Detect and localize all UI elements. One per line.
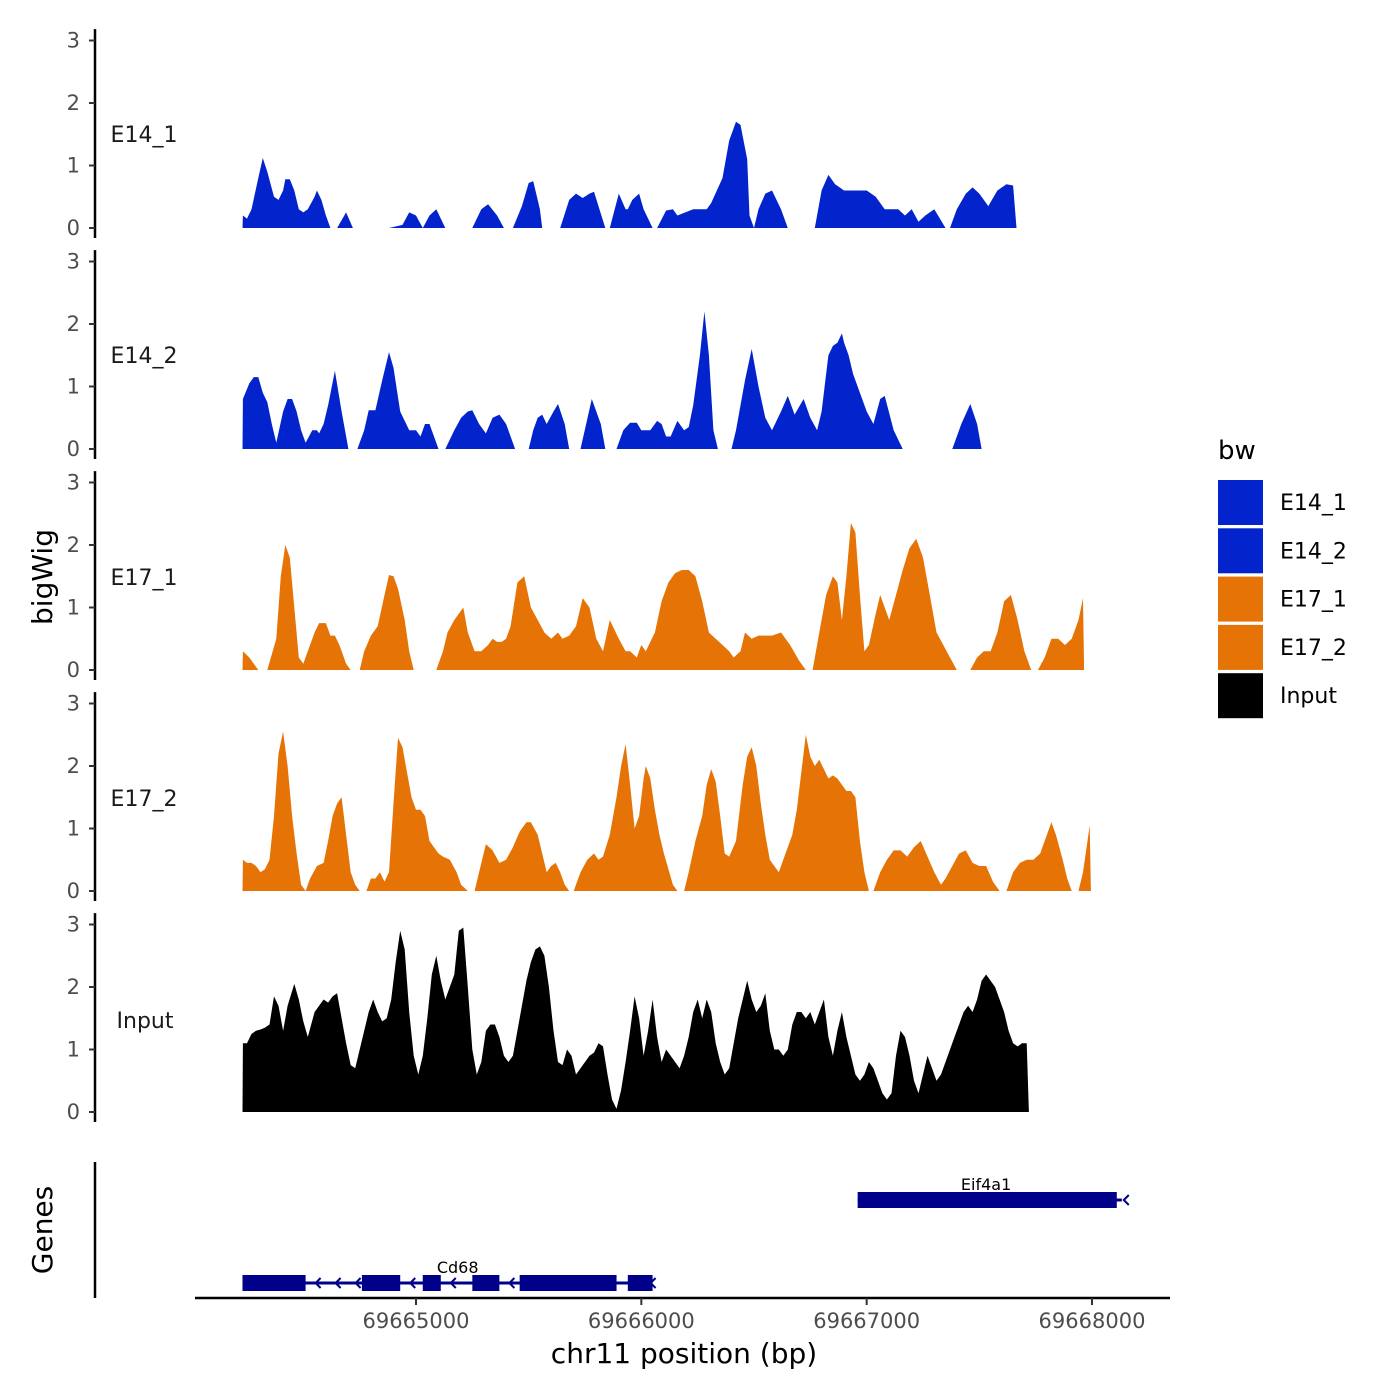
gene-label: Cd68	[437, 1258, 479, 1277]
y-tick-label: 1	[67, 375, 80, 399]
strand-arrow	[449, 1277, 457, 1289]
track-label-E17_2: E17_2	[111, 787, 178, 812]
genes-axis-title: Genes	[26, 1186, 59, 1274]
gene-Cd68: Cd68	[242, 1258, 657, 1291]
y-tick-label: 3	[67, 250, 80, 274]
y-tick-label: 2	[67, 312, 80, 336]
track-label-Input: Input	[117, 1009, 174, 1034]
y-tick-label: 0	[67, 437, 80, 461]
legend-label-E17_2: E17_2	[1280, 636, 1347, 661]
x-tick-label: 69667000	[813, 1309, 920, 1333]
signal-area-Input	[242, 927, 1029, 1112]
legend: bw E14_1 E14_2 E17_1 E17_2 Input	[1218, 436, 1347, 719]
strand-arrow	[314, 1277, 322, 1289]
strand-arrow	[1122, 1194, 1130, 1206]
y-tick-label: 2	[67, 754, 80, 778]
legend-swatch-E14_2	[1218, 528, 1263, 574]
gene-exon	[242, 1275, 306, 1291]
strand-arrow	[354, 1277, 362, 1289]
track-E17_1: 0 1 2 3 E17_1	[67, 471, 1085, 682]
signal-area-E17_2	[242, 731, 1091, 891]
gene-exon	[472, 1275, 500, 1291]
signal-area-E17_1	[242, 523, 1085, 670]
y-tick-label: 1	[67, 596, 80, 620]
track-E14_1: 0 1 2 3 E14_1	[67, 29, 1017, 240]
x-axis: 69665000 69666000 69667000 69668000	[195, 1296, 1170, 1333]
y-tick-label: 3	[67, 913, 80, 937]
gene-exon	[361, 1275, 401, 1291]
y-tick-label: 2	[67, 91, 80, 115]
legend-label-E17_1: E17_1	[1280, 588, 1347, 613]
legend-swatch-E17_1	[1218, 576, 1263, 622]
x-tick-label: 69665000	[363, 1309, 470, 1333]
strand-arrow	[507, 1277, 516, 1289]
gene-exon	[627, 1275, 653, 1291]
signal-area-E14_1	[242, 121, 1017, 228]
gene-exon	[519, 1275, 617, 1291]
track-label-E14_1: E14_1	[111, 123, 178, 148]
track-Input: 0 1 2 3 Input	[67, 913, 1029, 1124]
legend-label-E14_1: E14_1	[1280, 491, 1347, 516]
y-tick-label: 1	[67, 817, 80, 841]
legend-swatch-E14_1	[1218, 480, 1263, 525]
track-E14_2: 0 1 2 3 E14_2	[67, 250, 982, 461]
y-tick-label: 1	[67, 154, 80, 178]
y-tick-label: 2	[67, 533, 80, 557]
y-tick-label: 0	[67, 879, 80, 903]
signal-area-E14_2	[242, 311, 982, 449]
track-label-E14_2: E14_2	[111, 344, 178, 369]
legend-label-E14_2: E14_2	[1280, 539, 1347, 564]
y-tick-label: 0	[67, 216, 80, 240]
tracks-layer: 0 1 2 3 E14_1 0 1 2 3 E14_2 0 1 2 3 E17_1 0 1 2 3 E17_2 0 1 2 3…	[67, 29, 1091, 1124]
x-tick-label: 69666000	[588, 1309, 695, 1333]
gene-exon	[422, 1275, 441, 1291]
y-tick-label: 3	[67, 692, 80, 716]
x-tick-label: 69668000	[1039, 1309, 1146, 1333]
legend-swatch-Input	[1218, 673, 1263, 719]
track-label-E17_1: E17_1	[111, 566, 178, 591]
legend-title: bw	[1218, 436, 1256, 466]
x-axis-title: chr11 position (bp)	[551, 1337, 817, 1370]
y-tick-label: 3	[67, 471, 80, 495]
strand-arrow	[334, 1277, 342, 1289]
genes-layer: Cd68 Eif4a1	[93, 1162, 1130, 1298]
y-tick-label: 1	[67, 1038, 80, 1062]
y-axis-title: bigWig	[26, 529, 59, 625]
track-E17_2: 0 1 2 3 E17_2	[67, 692, 1091, 903]
y-tick-label: 0	[67, 658, 80, 682]
y-tick-label: 3	[67, 29, 80, 53]
strand-arrow	[408, 1277, 416, 1289]
strand-arrow	[649, 1277, 657, 1289]
legend-label-Input: Input	[1280, 684, 1337, 709]
gene-Eif4a1: Eif4a1	[857, 1175, 1130, 1208]
gene-label: Eif4a1	[961, 1175, 1011, 1194]
gene-exon	[857, 1192, 1117, 1208]
y-tick-label: 2	[67, 975, 80, 999]
y-tick-label: 0	[67, 1100, 80, 1124]
legend-swatch-E17_2	[1218, 624, 1263, 670]
